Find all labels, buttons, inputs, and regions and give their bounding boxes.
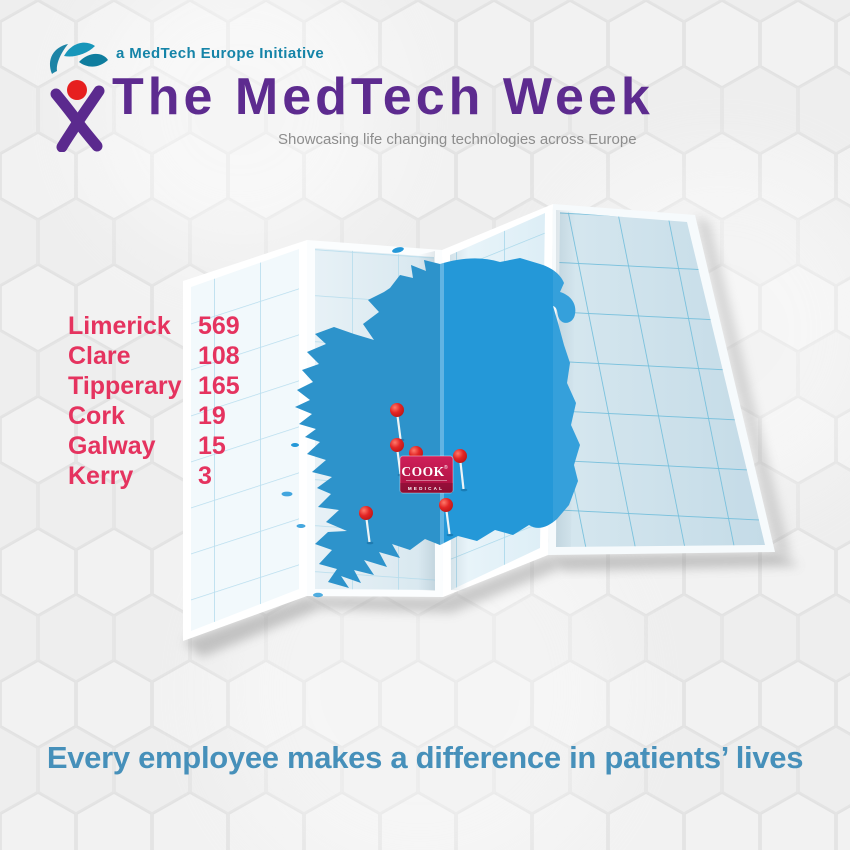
- map-shadow: [183, 215, 800, 657]
- logo-head-dot: [67, 80, 87, 100]
- county-name: Kerry: [68, 461, 134, 490]
- county-row: Kerry 3: [68, 461, 278, 491]
- badge-brand-label: COOK: [401, 464, 444, 479]
- map-pin: [453, 449, 468, 492]
- county-value: 3: [198, 461, 212, 490]
- badge-registered-mark: ®: [444, 464, 448, 471]
- page-title: The MedTech Week: [112, 68, 654, 126]
- county-row: Tipperary 165: [68, 371, 278, 401]
- medtech-week-logo: [49, 42, 108, 152]
- county-value: 569: [198, 311, 240, 340]
- county-row: Limerick 569: [68, 311, 278, 341]
- county-row: Galway 15: [68, 431, 278, 461]
- county-name: Limerick: [68, 311, 171, 340]
- county-name: Tipperary: [68, 371, 182, 400]
- county-row: Cork 19: [68, 401, 278, 431]
- ireland-map-shape: [295, 258, 580, 588]
- county-value: 165: [198, 371, 240, 400]
- county-name: Cork: [68, 401, 125, 430]
- initiative-label: a MedTech Europe Initiative: [116, 45, 325, 62]
- folded-map: COOK ® MEDICAL: [183, 204, 800, 657]
- logo-figure-icon: [50, 85, 105, 152]
- ireland-islets: [281, 247, 404, 598]
- county-name: Galway: [68, 431, 156, 460]
- county-value: 108: [198, 341, 240, 370]
- county-name: Clare: [68, 341, 131, 370]
- logo-leaves-icon: [49, 42, 108, 74]
- county-value: 15: [198, 431, 226, 460]
- tagline: Every employee makes a difference in pat…: [46, 740, 804, 775]
- map-pin: [439, 498, 454, 537]
- county-count-list: Limerick 569 Clare 108 Tipperary 165 Cor…: [68, 311, 278, 491]
- badge-division-label: MEDICAL: [408, 486, 444, 491]
- county-row: Clare 108: [68, 341, 278, 371]
- page-subtitle: Showcasing life changing technologies ac…: [278, 131, 637, 148]
- county-value: 19: [198, 401, 226, 430]
- map-pin: [359, 506, 374, 545]
- cook-medical-badge: COOK ® MEDICAL: [399, 455, 454, 494]
